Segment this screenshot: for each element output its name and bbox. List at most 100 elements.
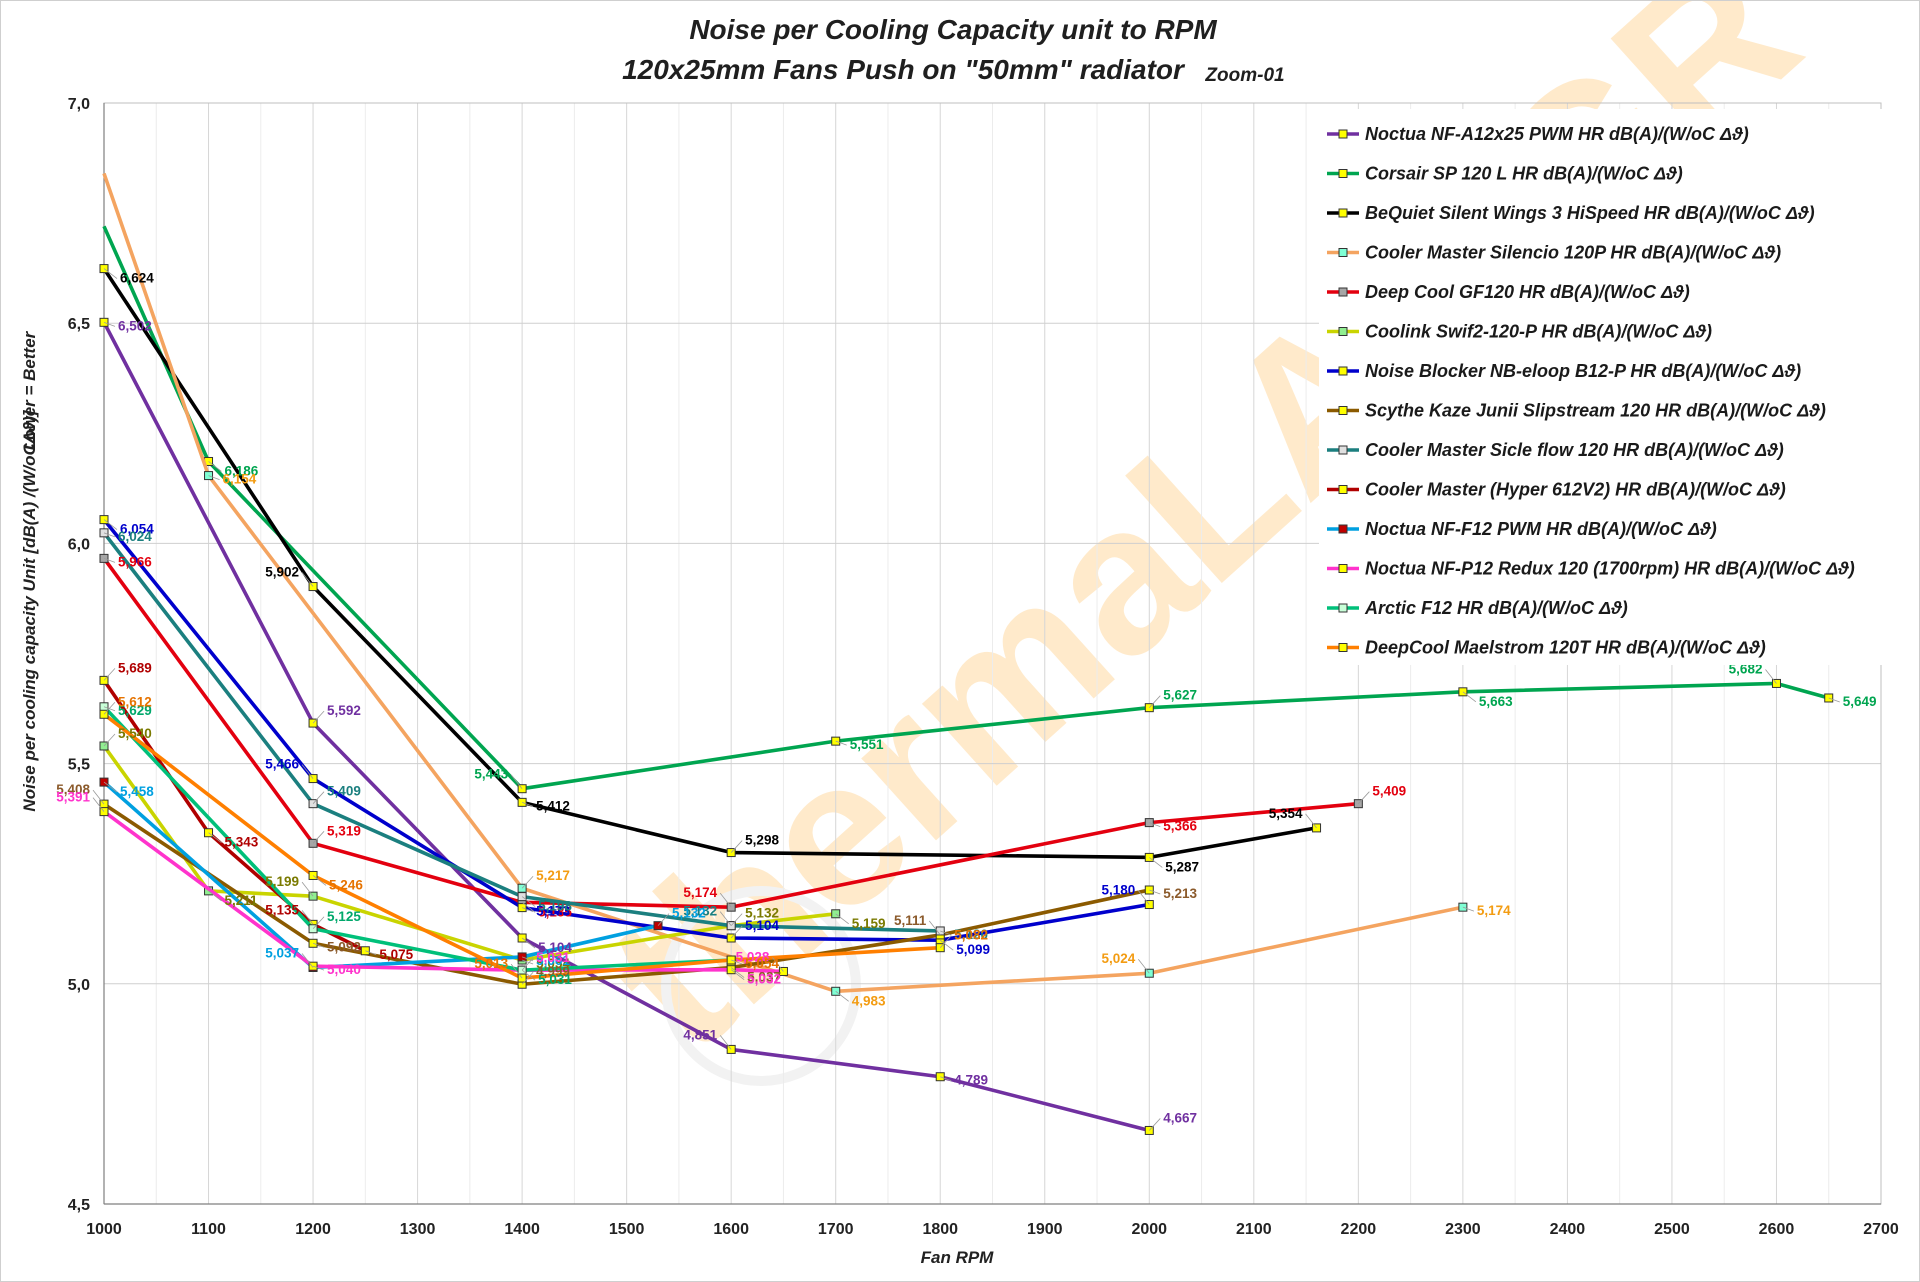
legend-entry-3-marker [1338,208,1348,218]
x-tick-label: 1200 [295,1221,331,1238]
series-10-data-label: 5,689 [118,660,152,675]
series-7-data-label: 5,104 [745,918,779,933]
series-3-line [102,267,1317,860]
series-7-label-leader [730,925,743,939]
series-12-label-leader [92,797,105,812]
series-11-data-label: 5,458 [120,784,154,799]
series-2-data-label: 5,627 [1163,688,1197,703]
series-6-label-leader [521,959,534,965]
y-axis-note: Lower = Better [20,330,39,450]
series-8-label-leader [521,971,534,985]
legend-entry-12-label: Noctua NF-P12 Redux 120 (1700rpm) HR dB(… [1365,559,1855,579]
series-7-data-label: 6,054 [120,522,154,537]
series-12-data-label: 5,040 [327,962,361,977]
series-5-label-leader [719,892,732,908]
series-10-label-leader [103,668,116,681]
series-10-data-label: 5,075 [379,947,413,962]
x-tick-label: 1800 [922,1221,958,1238]
series-13-label-leader [521,969,536,981]
series-8-label-leader [730,967,745,978]
chart-subtitle: 120x25mm Fans Push on "50mm" radiator [622,54,1186,85]
series-4-label-leader [835,990,849,1002]
series-5-data-label: 5,174 [683,885,717,900]
series-13-data-label: 5,629 [118,703,152,718]
legend-entry-13-label: Arctic F12 HR dB(A)/(W/oC Δϑ) [1364,598,1628,618]
legend-entry-8-marker [1338,406,1348,415]
series-11-data-label: 5,061 [536,953,570,968]
series-8-label-leader [928,920,941,936]
legend-entry-9-label: Cooler Master Sicle flow 120 HR dB(A)/(W… [1365,440,1784,460]
legend-entry-11-label: Noctua NF-F12 PWM HR dB(A)/(W/oC Δϑ) [1365,519,1717,539]
legend-entry-5-marker [1338,287,1348,297]
series-2-label-leader [1462,691,1477,703]
legend-entry-6-marker [1338,327,1348,336]
series-3-label-leader [301,572,314,587]
series-2-label-leader [1828,697,1840,703]
series-11-label-leader [657,913,670,926]
legend-entry-12-marker [1338,564,1348,573]
series-6-data-label: 5,159 [852,916,886,931]
series-6-data-label: 5,540 [118,726,152,741]
series-1-data-label: 5,592 [327,703,361,718]
series-3-label-leader [103,268,118,279]
legend-entry-11-marker [1338,524,1348,534]
series-1-label-leader [521,937,536,949]
y-axis-title: Noise per cooling capacity Unit [dB(A) /… [20,409,39,811]
series-6-label-leader [208,890,222,902]
series-5-data-label: 5,185 [538,904,572,919]
series-5-label-leader [1149,822,1161,827]
chart-title: Noise per Cooling Capacity unit to RPM [689,14,1217,45]
series-3-label-leader [1149,857,1163,868]
y-tick-label: 6,5 [68,316,90,333]
series-7-label-leader [301,764,314,779]
series-13-data-label: 5,125 [327,909,361,924]
series-14-data-label: 5,013 [474,956,508,971]
chart-subtitle-note: Zoom-01 [1204,65,1284,86]
y-tick-label: 5,5 [68,757,90,774]
series-8-line [103,802,1150,987]
x-tick-label: 2700 [1863,1221,1899,1238]
series-6-data-label: 5,132 [745,906,779,921]
series-9-data-label: 5,120 [954,927,988,942]
series-7-label-leader [939,939,954,951]
series-1-label-leader [940,1076,952,1082]
series-8-label-leader [312,942,325,948]
series-1-label-leader [103,321,116,327]
x-axis-title: Fan RPM [921,1248,995,1267]
legend-entry-4-label: Cooler Master Silencio 120P HR dB(A)/(W/… [1365,243,1781,263]
series-4-data-label: 5,024 [1101,951,1135,966]
series-8-label-leader [1149,889,1161,895]
series-7-label-leader [521,907,534,912]
series-5-line [102,557,1359,909]
series-13-data-label: 5,031 [538,972,572,987]
series-12-label-leader [730,969,745,981]
series-8-data-label: 5,037 [747,970,781,985]
series-4-data-label: 4,983 [852,993,886,1008]
series-3-label-leader [521,801,534,807]
series-13-label-leader [312,916,325,930]
legend-entry-1-label: Noctua NF-A12x25 PWM HR dB(A)/(W/oC Δϑ) [1365,124,1749,144]
series-8-data-label: 4,999 [536,964,570,979]
series-2-label-leader [1148,695,1161,708]
series-14-data-label: 5,054 [745,956,779,971]
y-tick-label: 5,0 [68,977,90,994]
legend-entry-2-marker [1338,169,1348,178]
series-2-data-label: 5,551 [850,737,884,752]
series-1-label-leader [719,1035,732,1050]
series-1-data-label: 4,851 [683,1027,717,1042]
series-4-label-leader [208,475,220,480]
series-9-data-label: 6,024 [118,529,152,544]
series-2-line [102,225,1830,791]
series-5-label-leader [312,831,325,844]
series-10-label-leader [365,950,377,956]
legend-entry-8-label: Scythe Kaze Junii Slipstream 120 HR dB(A… [1365,401,1826,421]
series-1-label-leader [312,710,325,724]
series-11-line [102,780,659,970]
series-5-label-leader [103,557,116,563]
legend-entry-3-label: BeQuiet Silent Wings 3 HiSpeed HR dB(A)/… [1365,203,1815,223]
series-3-label-leader [1305,813,1317,829]
series-4-label-leader [1137,958,1150,974]
series-2-data-label: 6,186 [225,463,259,478]
series-1-label-leader [1148,1118,1161,1131]
